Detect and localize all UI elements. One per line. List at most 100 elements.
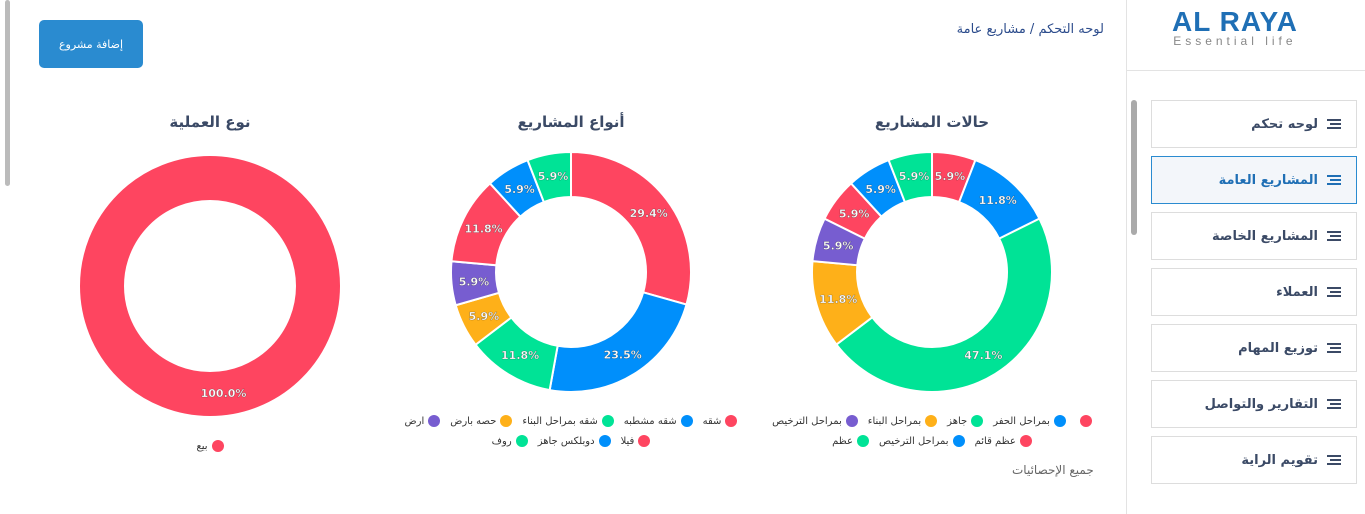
legend-item: جاهز — [947, 415, 984, 427]
value-label: 5.9% — [899, 170, 930, 183]
legend-label: جاهز — [947, 415, 968, 427]
logo: AL RAYA Essential life — [1172, 6, 1298, 48]
legend-swatch — [952, 435, 965, 447]
value-label: 23.5% — [604, 349, 642, 362]
value-label: 5.9% — [469, 310, 500, 323]
legend-swatch — [428, 415, 441, 427]
value-label: 11.8% — [465, 223, 503, 236]
nav-item[interactable]: لوحه تحكم — [1151, 100, 1357, 148]
crumb-home[interactable]: لوحه التحكم — [1038, 22, 1104, 37]
legend-swatch — [500, 415, 513, 427]
crumb-separator: / — [1029, 22, 1035, 37]
value-label: 5.9% — [504, 183, 535, 196]
legend-item: بمراحل الترخيص — [772, 415, 858, 427]
value-label: 11.8% — [501, 349, 539, 362]
legend-swatch — [1053, 415, 1066, 427]
value-label: 47.1% — [964, 349, 1002, 362]
scrollbar — [5, 0, 10, 186]
donut-slice — [570, 150, 692, 306]
donut-slice — [548, 291, 688, 393]
legend-label: ارض — [404, 415, 425, 427]
value-label: 5.9% — [839, 207, 870, 220]
legend-swatch — [601, 415, 614, 427]
legend-swatch — [211, 440, 224, 452]
legend-label: بمراحل البناء — [867, 415, 922, 427]
legend-swatch — [856, 435, 869, 447]
legend-label: شقه — [702, 415, 722, 427]
donut-slice — [526, 150, 572, 204]
logo-tagline: Essential life — [1173, 34, 1297, 48]
donut-slice — [834, 217, 1054, 393]
legend-label: شقه مشطبه — [623, 415, 677, 427]
sidebar: AL RAYA Essential life لوحه تحكم المشاريع… — [1126, 0, 1365, 514]
nav-icon — [1327, 175, 1341, 185]
legend: بيع — [40, 440, 380, 452]
legend-swatch — [1019, 435, 1032, 447]
legend: شقه شقه مشطبه شقه بمراحل البناء حصه بارض ارض… — [401, 415, 741, 447]
chart-title: نوع العملية — [169, 113, 250, 131]
legend-swatch — [638, 435, 651, 447]
legend-item: شقه مشطبه — [624, 415, 693, 427]
legend-label: عظم — [832, 435, 853, 447]
nav-icon — [1327, 119, 1341, 129]
legend-item: بيع — [196, 440, 224, 452]
all-stats-link[interactable]: جميع الإحصائيات — [1012, 463, 1094, 477]
legend-swatch — [1079, 415, 1092, 427]
legend-swatch — [925, 415, 938, 427]
legend-item — [1076, 415, 1092, 427]
nav-item[interactable]: المشاريع العامة — [1151, 156, 1357, 204]
legend-item: شقه بمراحل البناء — [522, 415, 614, 427]
value-label: 11.8% — [979, 194, 1017, 207]
legend-item: بمراحل البناء — [867, 415, 938, 427]
legend-label: حصه بارض — [450, 415, 497, 427]
legend-swatch — [845, 415, 858, 427]
nav-item[interactable]: تقويم الراية — [1151, 436, 1357, 484]
legend-item: فيلا — [621, 435, 651, 447]
breadcrumb: لوحه التحكم / مشاريع عامة — [957, 22, 1104, 37]
legend-label: دوبلكس جاهز — [537, 435, 595, 447]
legend-swatch — [971, 415, 984, 427]
legend-swatch — [598, 435, 611, 447]
legend-swatch — [515, 435, 528, 447]
add-project-button[interactable]: إضافة مشروع — [39, 20, 143, 68]
chart-title: أنواع المشاريع — [517, 112, 624, 131]
nav-icon — [1327, 455, 1341, 465]
legend: بمراحل الحفر جاهز بمراحل البناء بمراحل التر… — [762, 415, 1102, 447]
legend-label: شقه بمراحل البناء — [522, 415, 598, 427]
legend-item: عظم — [832, 435, 869, 447]
donut-slice — [78, 154, 342, 419]
legend-label: بيع — [196, 440, 208, 452]
crumb-current: مشاريع عامة — [956, 22, 1026, 37]
nav-item[interactable]: المشاريع الخاصة — [1151, 212, 1357, 260]
value-label: 5.9% — [935, 170, 966, 183]
legend-item: روف — [492, 435, 528, 447]
legend-label: عظم قائم — [974, 435, 1016, 447]
legend-item: ارض — [405, 415, 441, 427]
value-label: 29.4% — [630, 207, 668, 220]
legend-item: عظم قائم — [975, 435, 1032, 447]
sidebar-scrollbar — [1131, 100, 1137, 235]
nav-item[interactable]: العملاء — [1151, 268, 1357, 316]
legend-swatch — [725, 415, 738, 427]
logo-name: AL RAYA — [1172, 6, 1298, 37]
chart-title: حالات المشاريع — [875, 113, 989, 131]
legend-item: حصه بارض — [450, 415, 513, 427]
legend-item: بمراحل الحفر — [993, 415, 1066, 427]
donut-slice — [887, 150, 933, 204]
nav-icon — [1327, 231, 1341, 241]
nav-icon — [1327, 287, 1341, 297]
nav-icon — [1327, 343, 1341, 353]
nav-item[interactable]: التقارير والتواصل — [1151, 380, 1357, 428]
legend-label: روف — [491, 435, 512, 447]
charts: حالات المشاريع5.9%11.8%47.1%11.8%5.9%5.9… — [78, 112, 1054, 419]
legend-label: بمراحل الترخيص — [878, 435, 949, 447]
value-label: 5.9% — [538, 170, 569, 183]
legend-label: بمراحل الحفر — [993, 415, 1050, 427]
value-label: 5.9% — [459, 275, 490, 288]
value-label: 11.8% — [819, 293, 857, 306]
nav-item[interactable]: توزيع المهام — [1151, 324, 1357, 372]
main: لوحه التحكم / مشاريع عامة إضافة مشروع حا… — [5, 0, 1104, 477]
value-label: 5.9% — [865, 183, 896, 196]
legend-swatch — [680, 415, 693, 427]
